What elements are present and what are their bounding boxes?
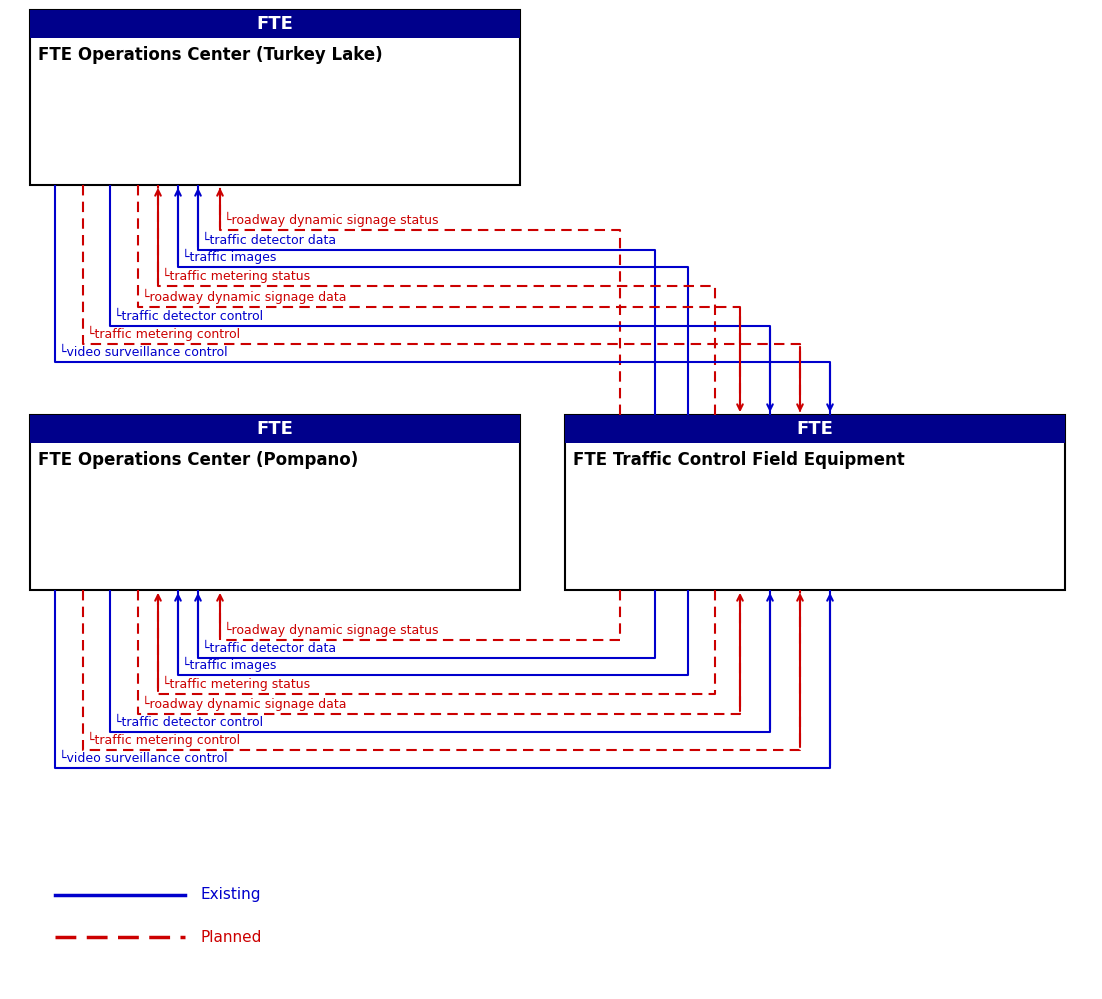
Text: Planned: Planned <box>199 929 261 944</box>
Text: └roadway dynamic signage status: └roadway dynamic signage status <box>224 212 439 227</box>
Text: FTE Traffic Control Field Equipment: FTE Traffic Control Field Equipment <box>573 451 905 469</box>
Text: └traffic detector control: └traffic detector control <box>114 310 263 323</box>
Text: └roadway dynamic signage data: └roadway dynamic signage data <box>142 289 346 304</box>
Text: FTE: FTE <box>257 15 293 33</box>
Text: └traffic metering status: └traffic metering status <box>162 268 310 283</box>
Text: └roadway dynamic signage data: └roadway dynamic signage data <box>142 696 346 711</box>
Text: └traffic metering control: └traffic metering control <box>87 326 240 341</box>
Text: └traffic images: └traffic images <box>182 656 277 672</box>
Text: FTE: FTE <box>797 420 833 438</box>
Text: └traffic detector data: └traffic detector data <box>202 642 336 655</box>
Bar <box>30 10 520 185</box>
Text: FTE: FTE <box>257 420 293 438</box>
Bar <box>565 415 1065 590</box>
Text: └roadway dynamic signage status: └roadway dynamic signage status <box>224 621 439 637</box>
Text: FTE Operations Center (Pompano): FTE Operations Center (Pompano) <box>37 451 358 469</box>
Bar <box>30 415 520 590</box>
Text: └video surveillance control: └video surveillance control <box>60 752 228 765</box>
Bar <box>30 415 520 443</box>
Text: Existing: Existing <box>199 887 260 902</box>
Bar <box>30 10 520 38</box>
Bar <box>565 415 1065 443</box>
Text: └video surveillance control: └video surveillance control <box>60 346 228 359</box>
Text: └traffic metering control: └traffic metering control <box>87 732 240 747</box>
Text: └traffic detector control: └traffic detector control <box>114 716 263 729</box>
Text: FTE Operations Center (Turkey Lake): FTE Operations Center (Turkey Lake) <box>37 46 382 64</box>
Text: └traffic images: └traffic images <box>182 249 277 264</box>
Text: └traffic detector data: └traffic detector data <box>202 234 336 247</box>
Text: └traffic metering status: └traffic metering status <box>162 675 310 691</box>
